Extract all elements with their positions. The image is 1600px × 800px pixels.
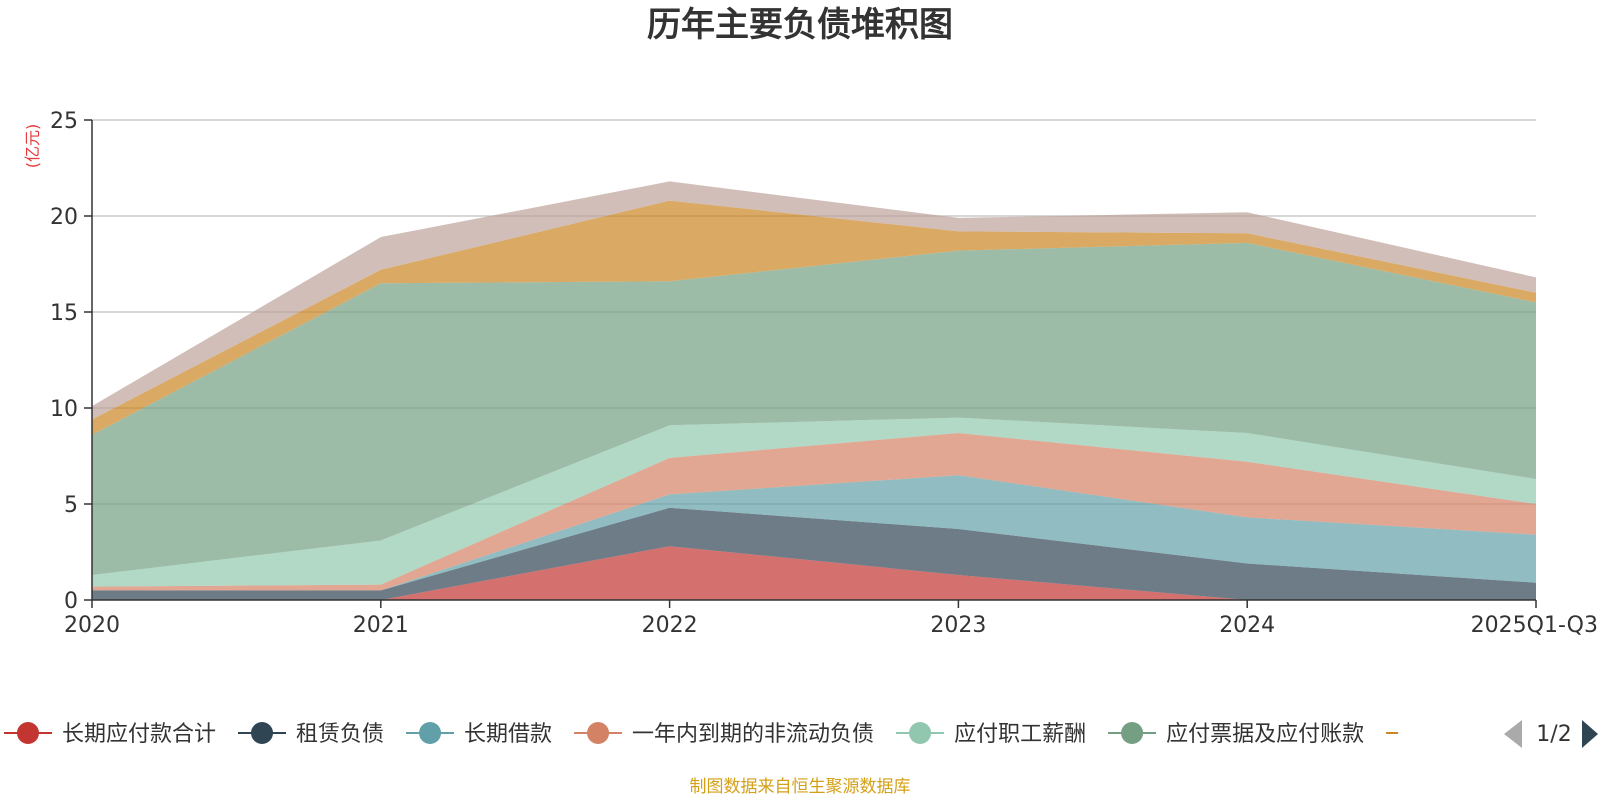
y-axis-unit-label: (亿元) [23, 124, 42, 169]
x-tick-label: 2024 [1219, 613, 1275, 638]
legend-label: 应付票据及应付账款 [1166, 722, 1364, 747]
legend-prev-page-icon[interactable] [1504, 720, 1522, 748]
legend-circle-marker [17, 722, 39, 744]
y-tick-label: 20 [50, 205, 78, 230]
legend-label: 租赁负债 [296, 722, 384, 747]
legend: 长期应付款合计 租赁负债 长期借款 一年内到期的非流动负债 应付职工薪酬 应付票据及应付账… [4, 720, 1598, 748]
legend-label: 一年内到期的非流动负债 [632, 722, 874, 747]
area-series-7[interactable] [92, 181, 1536, 420]
legend-circle-marker [909, 722, 932, 744]
legend-item[interactable]: 长期借款 [406, 722, 552, 747]
legend-label: 应付职工薪酬 [954, 722, 1086, 747]
legend-circle-marker [587, 722, 610, 744]
area-series-6[interactable] [92, 200, 1536, 435]
legend-item[interactable]: 一年内到期的非流动负债 [574, 722, 874, 747]
legend-label: 长期应付款合计 [62, 722, 216, 747]
x-tick-label: 2020 [64, 613, 120, 638]
x-tick-label: 2025Q1-Q3 [1471, 613, 1598, 638]
chart-title: 历年主要负债堆积图 [647, 5, 953, 45]
area-series-2[interactable] [92, 475, 1536, 591]
x-tick-label: 2022 [642, 613, 698, 638]
y-tick-label: 15 [50, 301, 78, 326]
area-series-4[interactable] [92, 417, 1536, 587]
legend-label: 长期借款 [464, 722, 552, 747]
area-series-5[interactable] [92, 242, 1536, 575]
area-series-group [92, 181, 1536, 600]
legend-item[interactable]: 应付票据及应付账款 [1108, 722, 1364, 747]
legend-page-indicator: 1/2 [1536, 722, 1571, 747]
axes: 0 5 10 15 20 25 2020 2021 2022 2023 2024 2025Q1-Q3 [50, 109, 1598, 638]
data-source-note: 制图数据来自恒生聚源数据库 [690, 777, 911, 797]
y-tick-label: 10 [50, 397, 78, 422]
legend-circle-marker [1121, 722, 1144, 744]
area-series-1[interactable] [92, 507, 1536, 600]
area-series-0[interactable] [92, 546, 1536, 600]
legend-item[interactable]: 长期应付款合计 [4, 722, 216, 747]
area-series-3[interactable] [92, 433, 1536, 591]
legend-pager: 1/2 [1504, 720, 1598, 748]
y-tick-label: 0 [64, 589, 78, 614]
y-tick-label: 25 [50, 109, 78, 134]
x-tick-label: 2023 [930, 613, 986, 638]
legend-next-page-icon[interactable] [1582, 720, 1598, 748]
legend-circle-marker [419, 722, 442, 744]
y-tick-label: 5 [64, 493, 78, 518]
legend-item[interactable]: 应付职工薪酬 [896, 722, 1086, 747]
legend-circle-marker [251, 722, 274, 744]
legend-item[interactable]: 租赁负债 [238, 722, 384, 747]
x-tick-label: 2021 [353, 613, 409, 638]
